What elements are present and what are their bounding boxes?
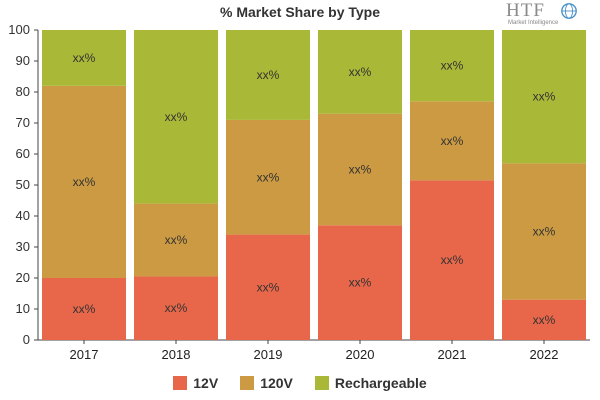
y-tick-label: 0 bbox=[23, 332, 30, 347]
data-label-120v-2017: xx% bbox=[73, 175, 96, 189]
bar-12v-2021 bbox=[410, 180, 494, 340]
bar-rechargeable-2019 bbox=[226, 30, 310, 120]
bar-rechargeable-2020 bbox=[318, 30, 402, 114]
y-tick-label: 90 bbox=[16, 53, 30, 68]
data-label-12v-2020: xx% bbox=[349, 276, 372, 290]
x-tick-label-2018: 2018 bbox=[162, 347, 191, 362]
data-label-120v-2019: xx% bbox=[257, 170, 280, 184]
logo-sub-text: Market Intelligence bbox=[508, 20, 559, 26]
y-tick-label: 60 bbox=[16, 146, 30, 161]
bar-12v-2018 bbox=[134, 276, 218, 340]
data-label-120v-2018: xx% bbox=[165, 233, 188, 247]
data-labels: xx% xx% xx% xx% xx% xx% xx% xx% xx% xx% xx% xx% xx% x… bbox=[73, 51, 556, 327]
legend-item-120v[interactable]: 120V bbox=[240, 375, 293, 391]
bar-rechargeable-2018 bbox=[134, 30, 218, 204]
bar-12v-2022 bbox=[502, 299, 586, 340]
y-tick-label: 70 bbox=[16, 115, 30, 130]
legend-label: 12V bbox=[193, 375, 219, 391]
data-label-120v-2022: xx% bbox=[533, 225, 556, 239]
bar-120v-2022 bbox=[502, 163, 586, 300]
data-label-12v-2021: xx% bbox=[441, 253, 464, 267]
bar-120v-2020 bbox=[318, 113, 402, 226]
legend-label: Rechargeable bbox=[334, 375, 427, 391]
data-label-rechargeable-2017: xx% bbox=[73, 51, 96, 65]
data-label-rechargeable-2022: xx% bbox=[533, 90, 556, 104]
y-tick-label: 10 bbox=[16, 301, 30, 316]
legend-label: 120V bbox=[260, 375, 293, 391]
bar-rechargeable-2022 bbox=[502, 30, 586, 164]
logo-main-text: HTF bbox=[506, 0, 545, 21]
legend-swatch bbox=[240, 376, 255, 390]
data-label-rechargeable-2021: xx% bbox=[441, 59, 464, 73]
y-tick-label: 80 bbox=[16, 84, 30, 99]
data-label-120v-2021: xx% bbox=[441, 134, 464, 148]
bar-rechargeable-2021 bbox=[410, 30, 494, 102]
bar-12v-2017 bbox=[42, 278, 126, 340]
data-label-120v-2020: xx% bbox=[349, 163, 372, 177]
data-label-rechargeable-2019: xx% bbox=[257, 68, 280, 82]
chart-title: % Market Share by Type bbox=[219, 4, 381, 20]
legend: 12V 120V Rechargeable bbox=[0, 375, 600, 391]
data-label-12v-2017: xx% bbox=[73, 302, 96, 316]
legend-swatch bbox=[314, 376, 329, 390]
htf-logo: HTF Market Intelligence bbox=[506, 0, 596, 30]
x-tick-label-2020: 2020 bbox=[346, 347, 375, 362]
y-tick-label: 20 bbox=[16, 270, 30, 285]
y-tick-label: 100 bbox=[8, 22, 30, 37]
data-label-12v-2019: xx% bbox=[257, 280, 280, 294]
x-tick-label-2021: 2021 bbox=[438, 347, 467, 362]
bar-120v-2021 bbox=[410, 101, 494, 181]
bar-12v-2020 bbox=[318, 225, 402, 340]
legend-item-rechargeable[interactable]: Rechargeable bbox=[314, 375, 427, 391]
y-tick-label: 30 bbox=[16, 239, 30, 254]
legend-swatch bbox=[173, 376, 188, 390]
globe-icon bbox=[561, 3, 577, 19]
x-tick-label-2019: 2019 bbox=[254, 347, 283, 362]
data-label-rechargeable-2020: xx% bbox=[349, 65, 372, 79]
data-label-rechargeable-2018: xx% bbox=[165, 110, 188, 124]
bar-12v-2019 bbox=[226, 234, 310, 340]
x-tick-label-2017: 2017 bbox=[70, 347, 99, 362]
x-tick-label-2022: 2022 bbox=[530, 347, 559, 362]
bar-rechargeable-2017 bbox=[42, 30, 126, 86]
data-label-12v-2018: xx% bbox=[165, 301, 188, 315]
bar-120v-2018 bbox=[134, 203, 218, 277]
bar-120v-2017 bbox=[42, 85, 126, 278]
axes: 0 10 20 30 40 50 60 70 80 90 100 2017 2018 2019 2020 20… bbox=[8, 22, 590, 362]
y-tick-label: 40 bbox=[16, 208, 30, 223]
bars bbox=[42, 30, 586, 340]
data-label-12v-2022: xx% bbox=[533, 313, 556, 327]
legend-item-12v[interactable]: 12V bbox=[173, 375, 218, 391]
bar-120v-2019 bbox=[226, 119, 310, 235]
y-tick-label: 50 bbox=[16, 177, 30, 192]
